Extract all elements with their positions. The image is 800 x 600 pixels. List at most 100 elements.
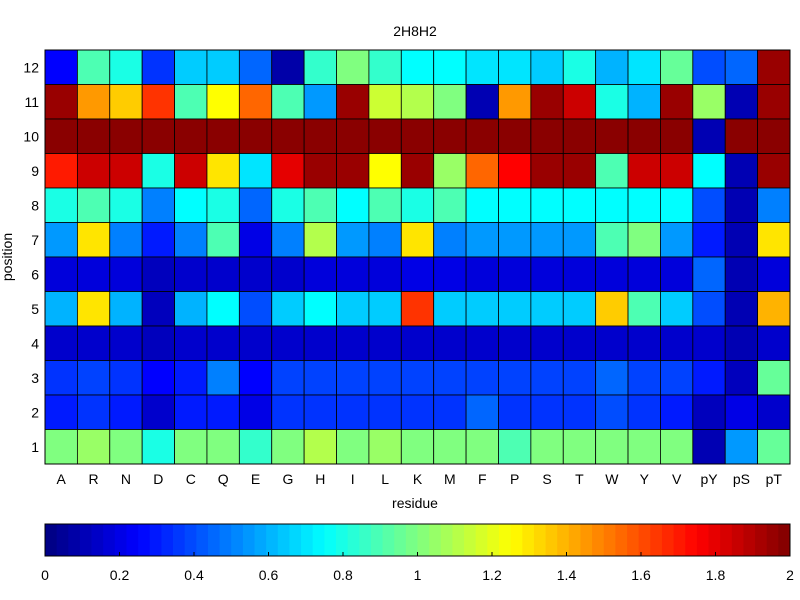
heatmap-cell — [692, 84, 726, 120]
heatmap-cell — [303, 256, 337, 292]
colorbar-segment — [266, 524, 279, 556]
heatmap-cell — [757, 222, 791, 258]
colorbar-tick-label: 1.2 — [482, 567, 502, 583]
x-tick-label: H — [315, 471, 325, 487]
colorbar-segment — [68, 524, 81, 556]
heatmap-cell — [627, 49, 661, 85]
heatmap-cell — [174, 256, 208, 292]
heatmap-cell — [303, 118, 337, 154]
heatmap-cell — [141, 291, 175, 327]
heatmap-cell — [498, 118, 532, 154]
heatmap-cell — [141, 49, 175, 85]
x-tick-label: pT — [766, 471, 783, 487]
heatmap-cell — [757, 429, 791, 465]
colorbar-segment — [696, 524, 709, 556]
colorbar-segment — [231, 524, 244, 556]
colorbar-tick-label: 0.6 — [259, 567, 279, 583]
heatmap-cell — [44, 256, 78, 292]
heatmap-cell — [303, 429, 337, 465]
heatmap-cell — [271, 394, 305, 430]
x-tick-label: Y — [640, 471, 650, 487]
heatmap-cell — [595, 360, 629, 396]
heatmap-cell — [76, 187, 111, 223]
colorbar-segment — [498, 524, 512, 556]
heatmap-cell — [44, 84, 78, 120]
heatmap-cell — [368, 222, 402, 258]
heatmap-cell — [368, 394, 402, 430]
colorbar-segment — [720, 524, 733, 556]
heatmap-cell — [660, 256, 694, 292]
heatmap-cell — [174, 429, 208, 465]
colorbar-segment — [126, 524, 139, 556]
heatmap-cell — [206, 222, 240, 258]
heatmap-cell — [76, 429, 111, 465]
heatmap-cell — [595, 153, 629, 189]
x-tick-label: N — [121, 471, 131, 487]
heatmap-cell — [303, 84, 337, 120]
y-tick-label: 6 — [31, 266, 39, 282]
heatmap-cell — [433, 187, 467, 223]
heatmap-cell — [660, 153, 694, 189]
x-tick-label: F — [478, 471, 487, 487]
heatmap-cell — [368, 187, 402, 223]
colorbar-segment — [778, 524, 791, 556]
heatmap-cell — [562, 429, 597, 465]
heatmap-cell — [141, 84, 175, 120]
heatmap-cell — [660, 325, 694, 361]
x-tick-label: R — [89, 471, 99, 487]
colorbar-tick-label: 1 — [414, 567, 422, 583]
heatmap-cell — [271, 84, 305, 120]
heatmap-cell — [174, 291, 208, 327]
heatmap-cell — [433, 49, 467, 85]
colorbar-segment — [429, 524, 442, 556]
heatmap-cell — [498, 84, 532, 120]
heatmap-cell — [368, 118, 402, 154]
heatmap-cell — [530, 187, 564, 223]
heatmap-cell — [627, 153, 661, 189]
x-tick-label: V — [672, 471, 682, 487]
colorbar-segment — [592, 524, 605, 556]
heatmap-cell — [109, 84, 143, 120]
colorbar-segment — [661, 524, 674, 556]
heatmap-cell — [692, 325, 726, 361]
heatmap-cell — [595, 394, 629, 430]
x-tick-label: pY — [700, 471, 718, 487]
heatmap-cell — [660, 187, 694, 223]
colorbar-segment — [254, 524, 267, 556]
heatmap-cell — [141, 325, 175, 361]
heatmap-cell — [562, 256, 597, 292]
heatmap-cell — [400, 256, 435, 292]
heatmap-cell — [109, 118, 143, 154]
heatmap-cell — [76, 222, 111, 258]
heatmap-cell — [271, 118, 305, 154]
heatmap-cell — [465, 187, 499, 223]
heatmap-cell — [498, 153, 532, 189]
heatmap-cell — [465, 153, 499, 189]
heatmap-cell — [174, 325, 208, 361]
heatmap-cell — [174, 153, 208, 189]
heatmap-cell — [303, 291, 337, 327]
colorbar-segment — [731, 524, 744, 556]
y-tick-label: 10 — [23, 128, 39, 144]
heatmap-cell — [76, 256, 111, 292]
heatmap-cell — [627, 325, 661, 361]
colorbar-tick-label: 1.8 — [706, 567, 726, 583]
heatmap-cell — [757, 153, 791, 189]
heatmap-cell — [44, 325, 78, 361]
heatmap-cell — [303, 222, 337, 258]
colorbar-segment — [522, 524, 535, 556]
heatmap-cell — [206, 291, 240, 327]
heatmap-cell — [757, 360, 791, 396]
heatmap-cell — [271, 187, 305, 223]
heatmap-cell — [336, 325, 370, 361]
heatmap-cell — [141, 360, 175, 396]
heatmap-cell — [724, 394, 759, 430]
colorbar-segment — [312, 524, 325, 556]
colorbar-segment — [324, 524, 337, 556]
heatmap-cell — [206, 187, 240, 223]
heatmap-cell — [206, 325, 240, 361]
heatmap-cell — [206, 394, 240, 430]
heatmap-cell — [141, 118, 175, 154]
heatmap-cell — [562, 153, 597, 189]
heatmap-cell — [692, 429, 726, 465]
